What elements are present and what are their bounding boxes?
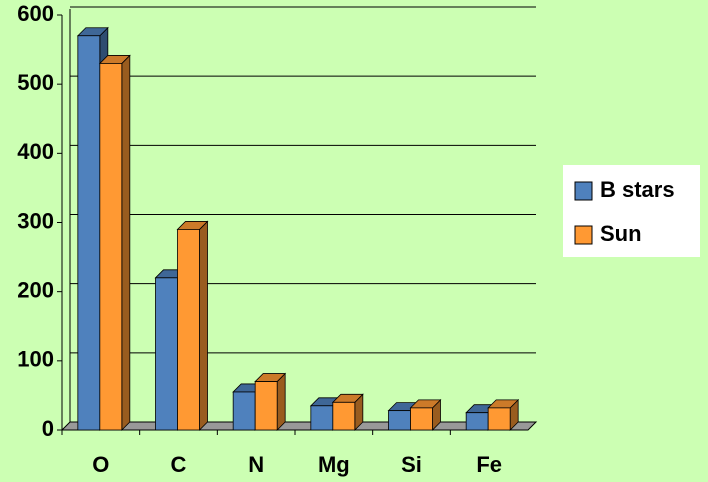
bar-front	[332, 401, 356, 431]
bar-front	[155, 277, 178, 431]
legend: B stars Sun	[563, 165, 700, 257]
bar	[176, 220, 209, 431]
bar-front	[487, 407, 511, 431]
bar-front	[310, 405, 334, 431]
bar-front	[99, 63, 123, 431]
x-tick-label: Mg	[318, 452, 350, 477]
bar-front	[232, 391, 256, 431]
legend-label: B stars	[600, 177, 675, 202]
bar	[487, 398, 520, 431]
bar-side	[121, 54, 131, 431]
legend-swatch	[574, 181, 593, 201]
y-tick-label: 0	[42, 416, 54, 441]
x-tick-label: N	[248, 452, 264, 477]
bar	[98, 54, 131, 431]
x-tick-label: O	[92, 452, 109, 477]
y-tick-label: 500	[17, 70, 54, 95]
y-tick-label: 400	[17, 139, 54, 164]
legend-label: Sun	[600, 221, 642, 246]
x-tick-label: Si	[401, 452, 422, 477]
bar-side	[276, 372, 286, 431]
y-tick-label: 100	[17, 347, 54, 372]
bar-front	[77, 35, 101, 431]
bar	[254, 372, 287, 431]
bar-front	[388, 410, 411, 431]
bar	[331, 393, 364, 431]
y-tick-label: 300	[17, 208, 54, 233]
y-tick-label: 600	[17, 1, 54, 26]
bar-front	[177, 229, 200, 431]
floor	[60, 421, 538, 431]
bar-front	[465, 412, 489, 431]
x-tick-label: C	[171, 452, 187, 477]
bar	[409, 398, 442, 431]
bar-side	[199, 220, 208, 431]
legend-swatch	[574, 225, 593, 245]
bar-front	[410, 407, 433, 431]
bar-front	[254, 381, 278, 431]
y-tick-label: 200	[17, 277, 54, 302]
x-tick-label: Fe	[476, 452, 502, 477]
